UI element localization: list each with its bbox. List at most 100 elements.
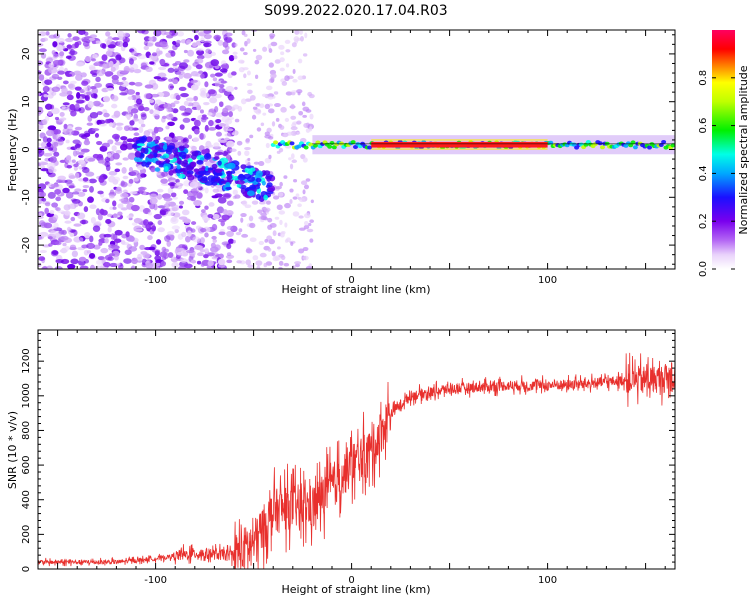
spectrogram-blob (138, 126, 144, 134)
spectrogram-blob (278, 44, 285, 50)
spectrogram-blob (54, 266, 63, 269)
spectrogram-blob (152, 249, 161, 253)
spectrogram-blob (186, 195, 196, 201)
spectrogram-blob (61, 247, 67, 254)
spectrogram-blob (267, 217, 273, 223)
spectrogram-blob (113, 110, 121, 118)
spectrogram-blob (145, 136, 153, 143)
spectrogram-blob (232, 104, 240, 110)
spectrogram-blob (181, 112, 190, 117)
spectrogram-blob (67, 263, 76, 269)
spectrogram-blob (240, 98, 247, 105)
spectrogram-blob (235, 231, 242, 236)
spectrogram-blob (172, 196, 178, 200)
spectrogram-blob (147, 211, 153, 216)
spectrogram-blob (167, 67, 175, 73)
spectrogram-blob (190, 80, 195, 84)
spectrogram-blob (211, 223, 218, 231)
spectrogram-blob (98, 159, 105, 164)
spectrogram-blob (89, 264, 95, 269)
spectrogram-blob (597, 141, 603, 146)
spectrogram-blob (73, 223, 82, 227)
spectrogram-blob (247, 190, 255, 197)
spectrogram-blob (133, 68, 142, 74)
spectrogram-blob (93, 244, 101, 250)
spectrogram-blob (191, 187, 197, 195)
spectrogram-blob (114, 168, 121, 173)
spectrogram-blob (204, 205, 209, 210)
spectrogram-blob (69, 244, 77, 250)
spectrogram-blob (214, 72, 223, 77)
spectrogram-blob (203, 42, 212, 48)
spectrogram-blob (151, 52, 157, 57)
spectrogram-blob (157, 72, 167, 78)
spectrogram-blob (297, 58, 303, 64)
spectrogram-blob (67, 33, 72, 38)
spectrogram-blob (133, 177, 140, 182)
spectrogram-blob (56, 37, 65, 43)
spectrogram-blob (56, 44, 63, 52)
spectrogram-blob (149, 61, 155, 65)
spectrogram-blob (150, 165, 156, 173)
spectrogram-blob (272, 256, 279, 262)
spectrogram-blob (191, 150, 199, 157)
spectrogram-blob (246, 82, 253, 87)
spectrogram-blob (66, 226, 72, 232)
spectrogram-blob (172, 63, 178, 67)
spectrogram-blob (241, 200, 248, 206)
spectrogram-blob (129, 63, 139, 71)
spectrogram-blob (297, 203, 302, 208)
spectrogram-blob (244, 204, 252, 209)
spectrogram-blob (116, 126, 123, 131)
spectrogram-blob (140, 138, 147, 143)
spectrogram-blob (75, 172, 80, 179)
spectrogram-blob (249, 134, 254, 139)
spectrogram-blob (148, 99, 155, 104)
spectrogram-blob (47, 191, 56, 199)
spectrogram-blob (119, 92, 128, 96)
spectrogram-blob (105, 198, 110, 204)
spectrogram-blob (114, 238, 122, 243)
spectrogram-blob (181, 251, 189, 257)
spectrogram-blob (175, 94, 181, 101)
spectrogram-blob (137, 53, 147, 60)
spectrogram-blob (231, 42, 237, 48)
spectrogram-blob (217, 39, 224, 46)
spectrogram-blob (212, 252, 220, 259)
spectrogram-blob (329, 141, 335, 146)
spectrogram-blob (115, 162, 123, 166)
spectrogram-blob (136, 30, 146, 34)
spectrogram-blob (217, 160, 222, 166)
spectrogram-blob (218, 231, 226, 236)
spectrogram-blob (51, 250, 59, 255)
spectrogram-blob (207, 214, 214, 219)
spectrogram-blob (46, 137, 52, 143)
spectrogram-blob (266, 235, 273, 242)
spectrogram-blob (83, 206, 89, 213)
spectrogram-blob (65, 191, 74, 199)
top-y-tick-label: -20 (21, 237, 32, 253)
spectrogram-blob (183, 218, 191, 224)
spectrogram-blob (110, 233, 116, 240)
spectrogram-blob (90, 93, 98, 99)
spectrogram-blob (242, 67, 249, 71)
spectrogram-blob (264, 157, 272, 164)
spectrogram-blob (89, 34, 97, 39)
spectrogram-blob (292, 211, 300, 217)
spectrogram-blob (154, 259, 163, 263)
spectrogram-blob (192, 236, 201, 243)
spectrogram-blob (228, 95, 235, 101)
spectrogram-blob (128, 126, 135, 132)
spectrogram-blob (155, 160, 162, 166)
spectrogram-blob (114, 229, 123, 236)
spectrogram-blob (284, 202, 291, 209)
spectrogram-blob (251, 114, 257, 120)
spectrogram-blob (57, 70, 65, 75)
spectrogram-blob (239, 47, 245, 52)
spectrogram-blob (249, 184, 256, 190)
spectrogram-blob (38, 74, 45, 81)
spectrogram-blob (190, 228, 196, 233)
spectrogram-blob (38, 212, 43, 217)
spectrogram-blob (267, 185, 276, 193)
